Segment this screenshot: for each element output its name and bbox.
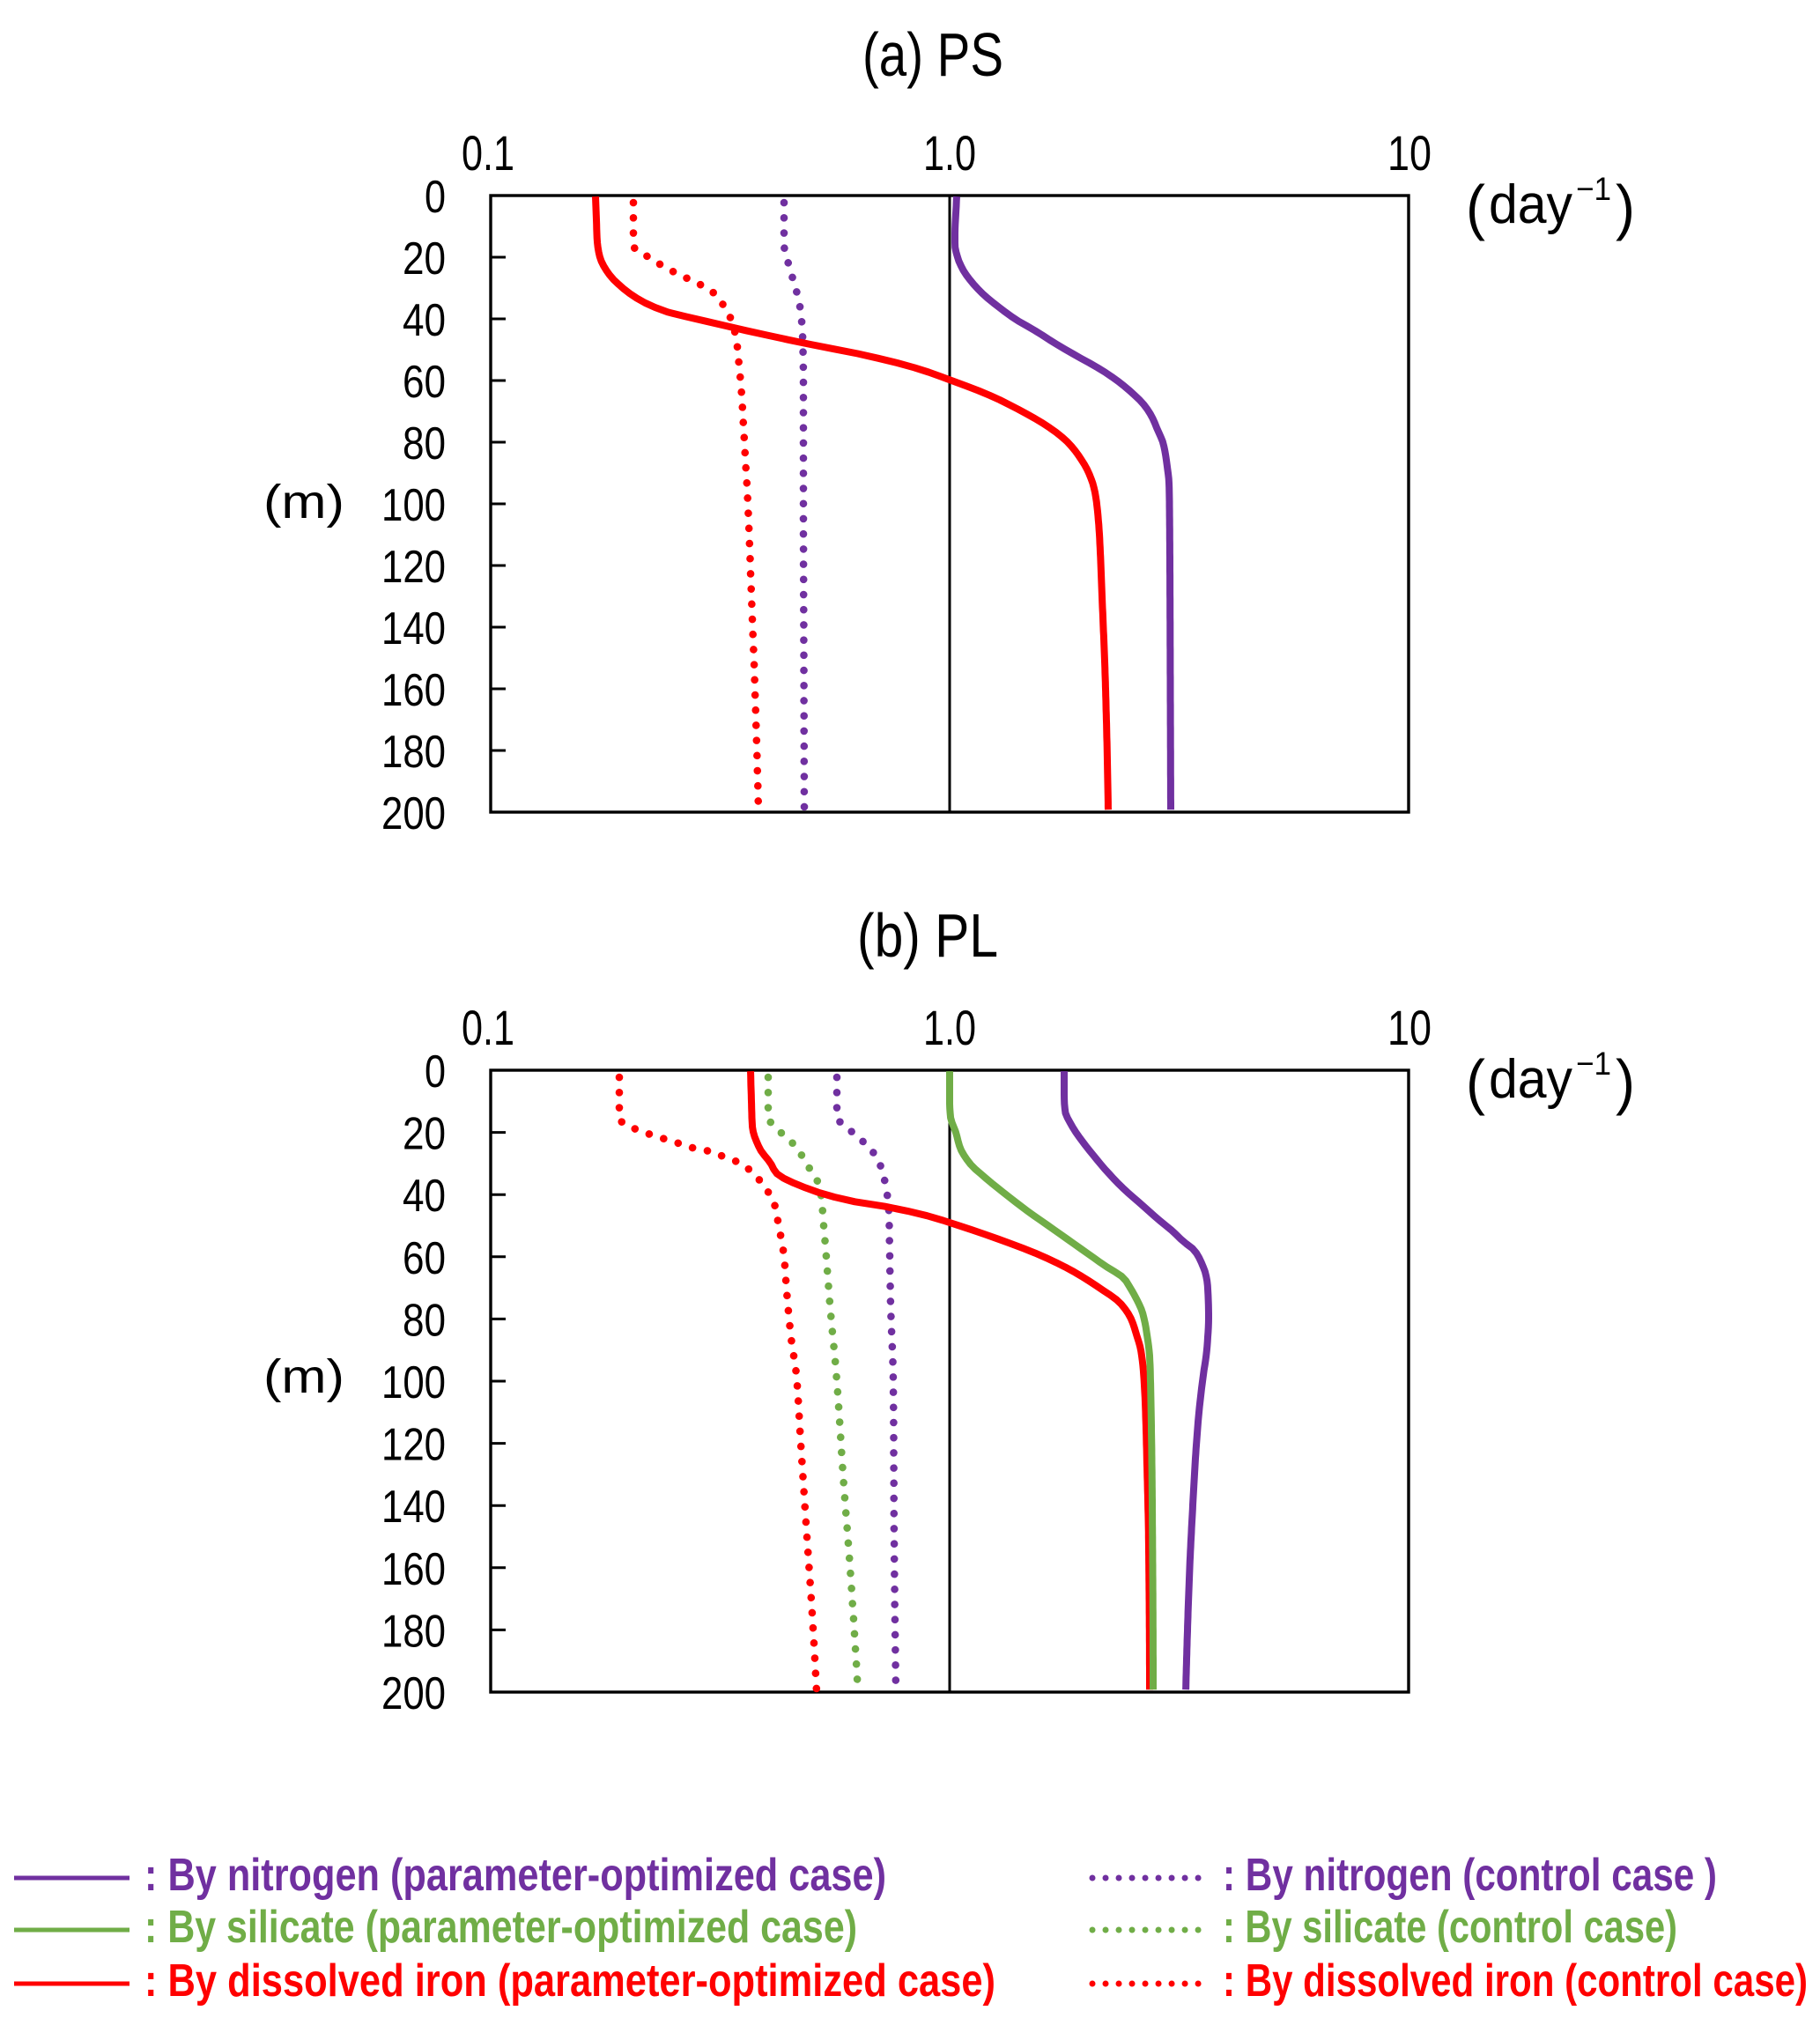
svg-text:: By silicate (control case): : By silicate (control case) (1223, 1902, 1677, 1953)
svg-text:180: 180 (381, 727, 446, 778)
svg-text:160: 160 (381, 665, 446, 716)
svg-text:0: 0 (425, 1046, 446, 1098)
svg-text:): ) (1616, 173, 1635, 241)
svg-text:day: day (1489, 174, 1572, 235)
svg-text:140: 140 (381, 603, 446, 654)
svg-text:−1: −1 (1576, 1046, 1611, 1082)
svg-text:160: 160 (381, 1544, 446, 1595)
svg-text:60: 60 (403, 1233, 446, 1284)
svg-text:(a) PS: (a) PS (862, 20, 1003, 89)
svg-text:(: ( (1466, 173, 1485, 241)
svg-text:60: 60 (403, 357, 446, 408)
svg-text:120: 120 (381, 542, 446, 593)
svg-text:0.1: 0.1 (462, 1000, 514, 1055)
svg-text:1.0: 1.0 (923, 1000, 976, 1055)
svg-text:: By nitrogen (control case ): : By nitrogen (control case ) (1223, 1850, 1717, 1901)
svg-text:40: 40 (403, 295, 446, 346)
svg-text:120: 120 (381, 1420, 446, 1471)
svg-text:0: 0 (425, 172, 446, 223)
svg-text:0.1: 0.1 (462, 125, 514, 181)
svg-text:(b) PL: (b) PL (857, 901, 998, 970)
svg-text:40: 40 (403, 1171, 446, 1222)
svg-text:: By dissolved iron (parameter: : By dissolved iron (parameter-optimized… (144, 1955, 995, 2007)
svg-text:: By nitrogen (parameter-optim: : By nitrogen (parameter-optimized case) (144, 1850, 886, 1901)
svg-text:140: 140 (381, 1482, 446, 1533)
svg-text:180: 180 (381, 1606, 446, 1657)
svg-text:20: 20 (403, 233, 446, 285)
svg-text:(m): (m) (263, 1350, 344, 1403)
svg-text:(: ( (1466, 1047, 1485, 1116)
svg-text:: By dissolved iron (control c: : By dissolved iron (control case) (1223, 1955, 1808, 2007)
svg-text:20: 20 (403, 1109, 446, 1160)
svg-text:80: 80 (403, 1295, 446, 1346)
svg-text:10: 10 (1387, 1000, 1432, 1055)
svg-text:): ) (1616, 1047, 1635, 1116)
svg-text:10: 10 (1387, 125, 1432, 181)
svg-text:day: day (1489, 1049, 1572, 1110)
svg-text:100: 100 (381, 1357, 446, 1408)
svg-text:1.0: 1.0 (923, 125, 976, 181)
svg-text:80: 80 (403, 418, 446, 469)
svg-text:100: 100 (381, 480, 446, 531)
svg-text:−1: −1 (1576, 171, 1611, 207)
svg-text:: By silicate (parameter-optim: : By silicate (parameter-optimized case) (144, 1902, 857, 1953)
svg-text:200: 200 (381, 788, 446, 839)
svg-text:200: 200 (381, 1668, 446, 1719)
svg-text:(m): (m) (263, 476, 344, 529)
